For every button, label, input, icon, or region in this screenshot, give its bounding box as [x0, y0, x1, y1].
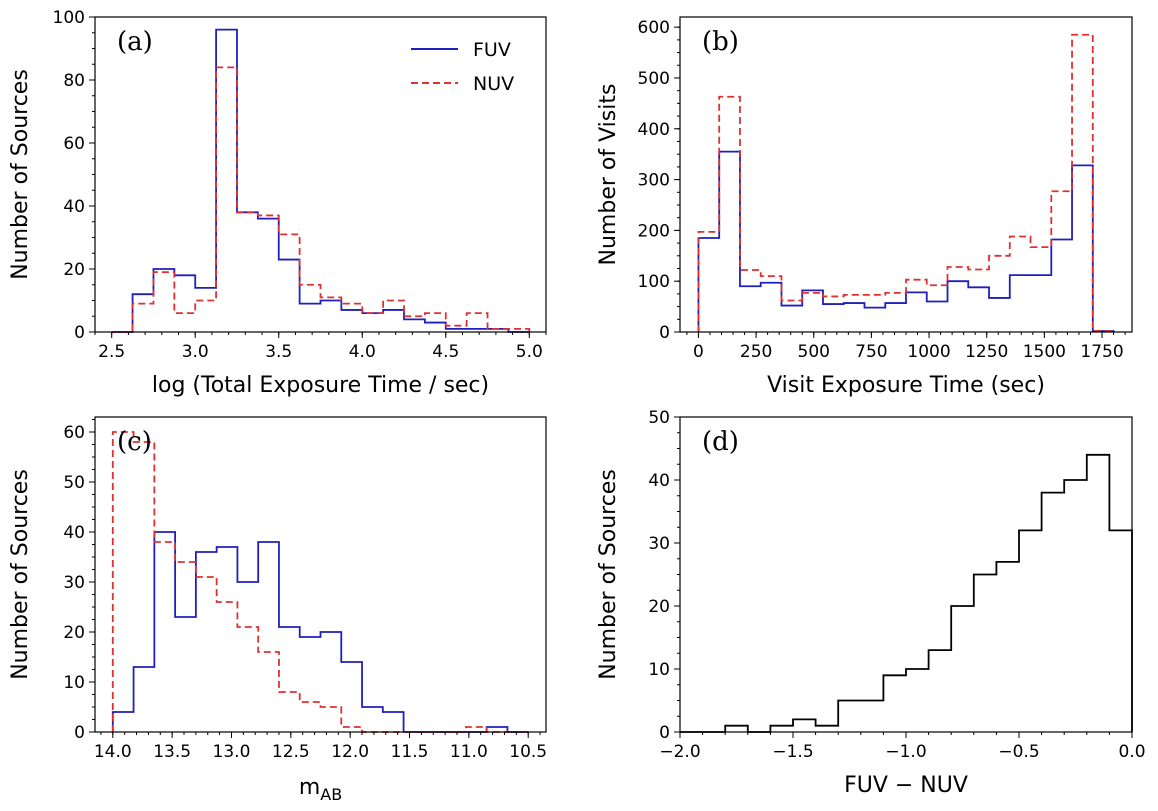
series-fuv-c [111, 531, 529, 733]
series-nuv-a [111, 66, 531, 333]
y-tick-label-a: 0 [74, 323, 85, 343]
y-tick-label-a: 60 [63, 134, 85, 154]
x-tick-label-b: 1750 [1080, 342, 1123, 362]
x-axis-label-b: Visit Exposure Time (sec) [767, 373, 1045, 398]
y-tick-label-b: 0 [659, 323, 670, 343]
x-tick-label-c: 13.0 [213, 742, 251, 762]
panel-label-c: (c) [117, 427, 152, 457]
x-axis-label-d: FUV − NUV [844, 773, 968, 798]
panel-d: −2.0 −1.5 −1.0 −0.5 0.0 0 10 20 30 40 50 (d) FUV − N… [596, 408, 1146, 798]
x-tick-label-c: 12.5 [272, 742, 310, 762]
x-tick-label-b: 750 [855, 342, 887, 362]
y-tick-label-d: 40 [648, 471, 670, 491]
x-axis-label-sub: AB [320, 785, 342, 804]
y-tick-label-d: 10 [648, 660, 670, 680]
y-tick-label-c: 60 [63, 423, 85, 443]
y-tick-label-c: 50 [63, 473, 85, 493]
x-tick-label-c: 12.0 [331, 742, 369, 762]
legend: FUV NUV [411, 39, 514, 95]
legend-label-nuv: NUV [473, 73, 514, 95]
panel-label-a: (a) [117, 27, 153, 57]
series-fuv-nuv-d [680, 453, 1133, 733]
x-tick-label-a: 3.0 [182, 342, 209, 362]
series-fuv-a [111, 28, 530, 333]
x-tick-label-c: 13.5 [153, 742, 191, 762]
x-tick-label-b: 1250 [965, 342, 1008, 362]
x-tick-label-b: 1000 [907, 342, 950, 362]
x-tick-label-d: −2.0 [659, 742, 700, 762]
y-tick-label-d: 0 [659, 723, 670, 743]
x-axis-label-main: m [299, 775, 320, 800]
y-axis-label-b: Number of Visits [596, 84, 621, 266]
y-tick-label-b: 200 [638, 221, 670, 241]
panel-a: 2.5 3.0 3.5 4.0 4.5 5.0 0 20 40 60 80 100 (a) log (To… [8, 8, 547, 398]
panel-c: 14.0 13.5 13.0 12.5 12.0 11.5 11.0 10.5 0 10 20 30 4… [8, 416, 547, 804]
panel-label-b: (b) [702, 27, 739, 57]
y-tick-label-c: 30 [63, 573, 85, 593]
x-tick-label-c: 11.0 [450, 742, 488, 762]
y-tick-label-c: 0 [74, 723, 85, 743]
panel-label-d: (d) [702, 427, 739, 457]
y-tick-label-b: 300 [638, 171, 670, 191]
y-tick-label-b: 400 [638, 120, 670, 140]
y-tick-label-a: 100 [53, 8, 85, 28]
series-fuv-b [697, 150, 1115, 332]
y-tick-label-c: 20 [63, 623, 85, 643]
axes-frame-d [679, 416, 1133, 733]
y-axis-label-c: Number of Sources [8, 469, 33, 680]
panel-b: 0 250 500 750 1000 1250 1500 1750 0 100 200 300 400 5… [596, 16, 1133, 398]
x-tick-label-b: 1500 [1023, 342, 1066, 362]
x-tick-label-c: 11.5 [391, 742, 429, 762]
y-tick-label-b: 600 [638, 18, 670, 38]
x-tick-label-d: −1.0 [885, 742, 926, 762]
y-tick-label-d: 20 [648, 597, 670, 617]
y-axis-label-a: Number of Sources [8, 69, 33, 280]
x-tick-label-a: 4.0 [349, 342, 376, 362]
x-tick-label-a: 3.5 [265, 342, 292, 362]
x-tick-label-b: 0 [693, 342, 704, 362]
y-tick-label-a: 80 [63, 71, 85, 91]
x-tick-label-b: 500 [798, 342, 830, 362]
x-tick-label-d: −1.5 [772, 742, 813, 762]
series-nuv-b [697, 33, 1115, 332]
x-tick-label-a: 4.5 [432, 342, 459, 362]
y-tick-label-a: 40 [63, 197, 85, 217]
x-tick-label-c: 14.0 [94, 742, 132, 762]
x-tick-label-d: 0.0 [1118, 742, 1145, 762]
x-axis-label-a: log (Total Exposure Time / sec) [152, 373, 489, 398]
x-axis-label-c: mAB [299, 775, 342, 804]
y-tick-label-d: 30 [648, 534, 670, 554]
y-axis-label-d: Number of Sources [596, 469, 621, 680]
legend-label-fuv: FUV [473, 39, 511, 61]
y-tick-label-d: 50 [648, 408, 670, 428]
x-tick-label-a: 2.5 [98, 342, 125, 362]
x-tick-label-c: 10.5 [509, 742, 547, 762]
axes-frame-c [94, 416, 547, 733]
y-tick-label-b: 100 [638, 272, 670, 292]
axes-frame-b [679, 16, 1133, 333]
y-tick-label-c: 40 [63, 523, 85, 543]
x-tick-label-a: 5.0 [516, 342, 543, 362]
x-tick-label-b: 250 [740, 342, 772, 362]
y-tick-label-c: 10 [63, 673, 85, 693]
y-tick-label-a: 20 [63, 260, 85, 280]
y-tick-label-b: 500 [638, 69, 670, 89]
x-tick-label-d: −0.5 [998, 742, 1039, 762]
